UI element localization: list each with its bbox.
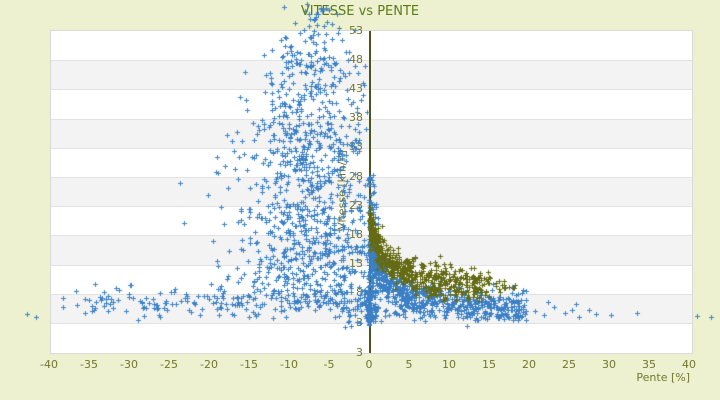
x-tick-label: 30 [602, 358, 616, 371]
x-tick-label: -5 [323, 358, 335, 371]
x-tick-label: 25 [562, 358, 576, 371]
x-tick-label: -20 [200, 358, 218, 371]
y-tick-label: 48 [349, 53, 363, 66]
chart-title: VITESSE vs PENTE [300, 4, 420, 19]
x-tick-label: 10 [442, 358, 456, 371]
gridline [51, 235, 692, 236]
gridline [51, 89, 692, 90]
plot-band [51, 293, 692, 323]
gridline [51, 323, 692, 324]
x-tick-label: 20 [522, 358, 536, 371]
y-tick-label: 53 [349, 24, 363, 37]
gridline [51, 148, 692, 149]
x-tick-label: 35 [642, 358, 656, 371]
plot-band [51, 177, 692, 207]
gridline [51, 265, 692, 266]
gridline [51, 206, 692, 207]
x-tick-label: 15 [482, 358, 496, 371]
x-tick-label: -15 [240, 358, 258, 371]
x-tick-label: 0 [365, 358, 373, 371]
x-tick-label: 5 [405, 358, 413, 371]
y-tick-label: 13 [349, 257, 363, 270]
x-tick-label: -25 [160, 358, 178, 371]
plot-band [51, 118, 692, 148]
y-tick-label: 43 [349, 82, 363, 95]
x-axis-title: Pente [%] [636, 371, 690, 384]
x-tick-label: 40 [682, 358, 696, 371]
x-tick-label: -40 [40, 358, 58, 371]
gridline [51, 119, 692, 120]
x-tick-label: -10 [280, 358, 298, 371]
y-axis-title: Vitesse [km/h] [335, 150, 349, 230]
x-tick-label: -30 [120, 358, 138, 371]
gridline [51, 60, 692, 61]
zero-axis-line [369, 31, 371, 353]
plot-area [50, 30, 693, 354]
x-tick-label: -35 [80, 358, 98, 371]
plot-band [51, 60, 692, 90]
y-tick-label: 8 [356, 286, 363, 299]
y-tick-label: 18 [349, 228, 363, 241]
plot-band [51, 235, 692, 265]
y-tick-label: 3 [356, 316, 363, 329]
gridline [51, 177, 692, 178]
y-tick-label: 38 [349, 111, 363, 124]
gridline [51, 294, 692, 295]
